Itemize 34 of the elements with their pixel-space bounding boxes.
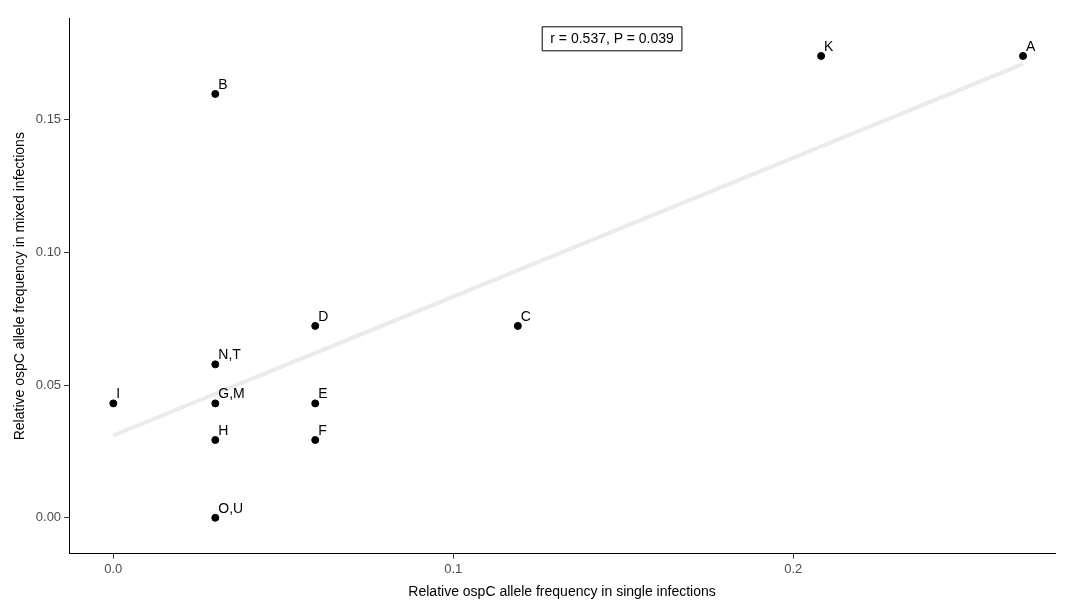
y-tick-label: 0.15 bbox=[35, 111, 62, 127]
x-tick-label: 0.1 bbox=[444, 560, 463, 576]
annotation: O,U bbox=[218, 499, 244, 516]
x-tick-label: 0.2 bbox=[784, 560, 803, 576]
annotation: K bbox=[824, 37, 835, 54]
annotation: H bbox=[218, 421, 229, 438]
annotation: G,M bbox=[218, 385, 245, 402]
x-axis-title: Relative ospC allele frequency in single infections bbox=[408, 583, 716, 600]
annotation: N,T bbox=[218, 346, 242, 363]
point bbox=[211, 89, 220, 98]
x-tick-label: 0.0 bbox=[104, 560, 123, 576]
annotation: F bbox=[318, 421, 327, 438]
y-tick-label: 0.10 bbox=[35, 243, 62, 259]
point bbox=[211, 513, 220, 522]
point bbox=[211, 399, 220, 408]
point bbox=[311, 399, 320, 408]
annotation: A bbox=[1026, 37, 1037, 54]
annotation: r = 0.537, P = 0.039 bbox=[550, 29, 675, 46]
point bbox=[211, 436, 220, 445]
point bbox=[311, 436, 320, 445]
y-tick-label: 0.05 bbox=[35, 376, 62, 392]
annotation: B bbox=[218, 75, 228, 92]
annotation: C bbox=[520, 307, 531, 324]
point bbox=[311, 321, 320, 330]
annotation: I bbox=[116, 385, 121, 402]
point bbox=[817, 51, 826, 60]
annotation: E bbox=[318, 385, 328, 402]
point bbox=[109, 399, 118, 408]
y-tick-label: 0.00 bbox=[35, 509, 62, 525]
y-axis-title: Relative ospC allele frequency in mixed infections bbox=[11, 132, 28, 441]
point bbox=[1019, 51, 1028, 60]
point bbox=[211, 360, 220, 369]
annotation: D bbox=[318, 307, 329, 324]
point bbox=[513, 321, 522, 330]
